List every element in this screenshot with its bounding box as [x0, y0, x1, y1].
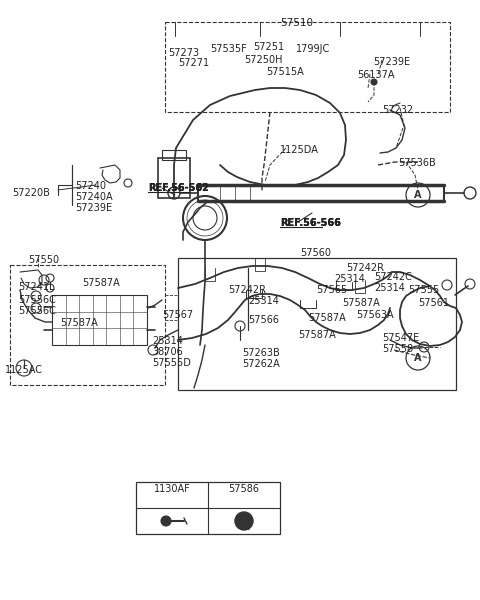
Circle shape [161, 516, 171, 526]
Text: 57560: 57560 [300, 248, 331, 258]
Text: 57239E: 57239E [373, 57, 410, 67]
Text: 57587A: 57587A [60, 318, 98, 328]
Circle shape [235, 512, 253, 530]
Text: 56137A: 56137A [357, 70, 395, 80]
Text: 57242R: 57242R [346, 263, 384, 273]
Text: 57273: 57273 [168, 48, 199, 58]
Text: 1125AC: 1125AC [5, 365, 43, 375]
Text: 57220B: 57220B [12, 188, 50, 198]
Text: REF.56-562: REF.56-562 [148, 183, 209, 193]
Text: 57587A: 57587A [342, 298, 380, 308]
Circle shape [371, 79, 377, 85]
Text: 25314: 25314 [374, 283, 405, 293]
Text: REF.56-566: REF.56-566 [280, 218, 341, 228]
Text: 57567: 57567 [162, 310, 193, 320]
Text: 1125DA: 1125DA [280, 145, 319, 155]
Circle shape [240, 517, 248, 525]
Text: 57565: 57565 [316, 285, 347, 295]
Text: 57558: 57558 [382, 344, 413, 354]
Bar [158, 158, 190, 198]
Text: REF.56-566: REF.56-566 [280, 218, 341, 228]
Text: 57561: 57561 [418, 298, 449, 308]
Text: 57563A: 57563A [356, 310, 394, 320]
Text: 57587A: 57587A [82, 278, 120, 288]
Text: 38706: 38706 [152, 347, 183, 357]
Text: 25314: 25314 [334, 274, 365, 284]
Text: 57550: 57550 [28, 255, 59, 265]
Text: 57263B: 57263B [242, 348, 280, 358]
Text: 57556C: 57556C [18, 306, 56, 316]
Text: 25314: 25314 [248, 296, 279, 306]
Text: 57587A: 57587A [298, 330, 336, 340]
Bar [162, 150, 186, 160]
Text: 57242R: 57242R [228, 285, 266, 295]
Bar [52, 295, 147, 345]
Text: 57586: 57586 [228, 484, 260, 494]
Text: 57555D: 57555D [152, 358, 191, 368]
Text: 57240: 57240 [75, 181, 106, 191]
Text: 57232: 57232 [382, 105, 413, 115]
Text: REF.56-562: REF.56-562 [148, 183, 209, 193]
Text: 1799JC: 1799JC [296, 44, 330, 54]
Text: REF.56-566: REF.56-566 [280, 218, 341, 228]
Bar [136, 482, 280, 534]
Text: 57250H: 57250H [244, 55, 283, 65]
Bar [165, 22, 450, 112]
Bar [178, 258, 456, 390]
Text: 57510: 57510 [280, 18, 313, 28]
Text: 57587A: 57587A [308, 313, 346, 323]
Text: 57535F: 57535F [210, 44, 247, 54]
Text: 1130AF: 1130AF [154, 484, 191, 494]
Text: 57536B: 57536B [398, 158, 436, 168]
Text: 57555: 57555 [408, 285, 439, 295]
Text: 57547E: 57547E [382, 333, 419, 343]
Text: 57240A: 57240A [75, 192, 113, 202]
Text: 57556C: 57556C [18, 295, 56, 305]
Text: 57239E: 57239E [75, 203, 112, 213]
Text: 57566: 57566 [248, 315, 279, 325]
Bar [10, 265, 165, 385]
Text: 25314: 25314 [152, 336, 183, 346]
Text: 57251: 57251 [253, 42, 284, 52]
Text: 57262A: 57262A [242, 359, 280, 369]
Text: 57515A: 57515A [266, 67, 304, 77]
Text: 57241L: 57241L [18, 282, 55, 292]
Text: 57242C: 57242C [374, 272, 412, 282]
Text: A: A [414, 190, 422, 200]
Text: 57271: 57271 [178, 58, 209, 68]
Text: A: A [414, 353, 422, 363]
Text: REF.56-562: REF.56-562 [148, 183, 209, 193]
